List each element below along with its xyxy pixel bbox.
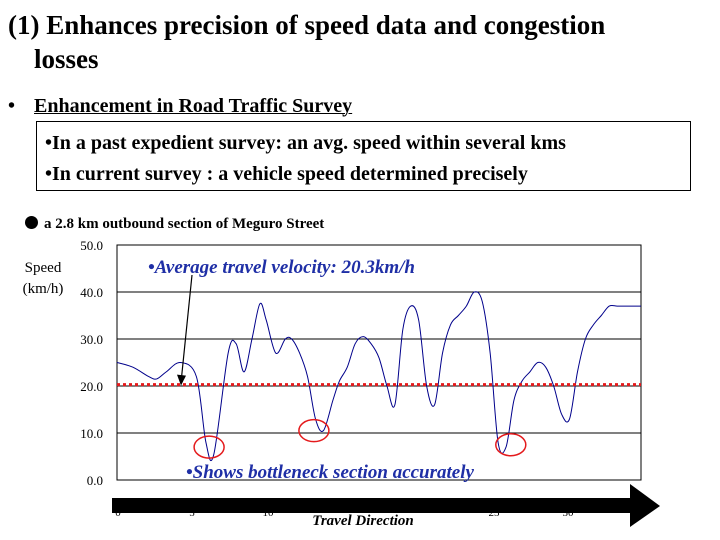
x-axis-label: Travel Direction	[312, 513, 414, 529]
y-tick-label: 20.0	[80, 379, 103, 394]
x-tick-label: 30	[563, 507, 575, 519]
x-tick-label: 25	[489, 507, 501, 519]
y-tick-label: 30.0	[80, 332, 103, 347]
speed-series-line	[116, 291, 641, 461]
average-velocity-annotation: •Average travel velocity: 20.3km/h	[148, 257, 415, 278]
bottleneck-circle	[193, 435, 225, 459]
bottleneck-annotation: •Shows bottleneck section accurately	[186, 462, 475, 483]
plot-area	[116, 244, 642, 481]
slide-title: (1) Enhances precision of speed data and…	[8, 8, 720, 76]
travel-direction-arrow	[112, 484, 660, 527]
bottleneck-circle	[298, 418, 330, 443]
chart-subtitle-text: a 2.8 km outbound section of Meguro Stre…	[44, 216, 325, 232]
box-line-past-survey: •In a past expedient survey: an avg. spe…	[45, 132, 566, 154]
bullet-marker: •	[8, 95, 16, 117]
survey-comparison-box: •In a past expedient survey: an avg. spe…	[36, 121, 691, 191]
bullet-item: • Enhancement in Road Traffic Survey	[8, 95, 352, 118]
annotation-arrowhead	[177, 374, 186, 386]
chart-subtitle: a 2.8 km outbound section of Meguro Stre…	[25, 216, 324, 233]
x-tick-label: 5	[189, 507, 195, 519]
x-tick-label: 10	[263, 507, 275, 519]
bottleneck-circle	[495, 433, 527, 457]
y-tick-label: 10.0	[80, 426, 103, 441]
title-line-1: (1) Enhances precision of speed data and…	[8, 10, 606, 40]
y-axis-label: Speed (km/h)	[22, 260, 64, 297]
annotation-arrow	[180, 274, 193, 383]
y-tick-label: 50.0	[80, 238, 103, 253]
box-line-current-survey: •In current survey : a vehicle speed det…	[45, 163, 528, 185]
y-tick-label: 40.0	[80, 285, 103, 300]
bullet-text: Enhancement in Road Traffic Survey	[34, 95, 353, 117]
x-tick-label: 0	[115, 507, 121, 519]
title-line-2: losses	[34, 44, 99, 74]
y-tick-label: 0.0	[87, 473, 103, 488]
filled-circle-icon	[25, 216, 38, 229]
